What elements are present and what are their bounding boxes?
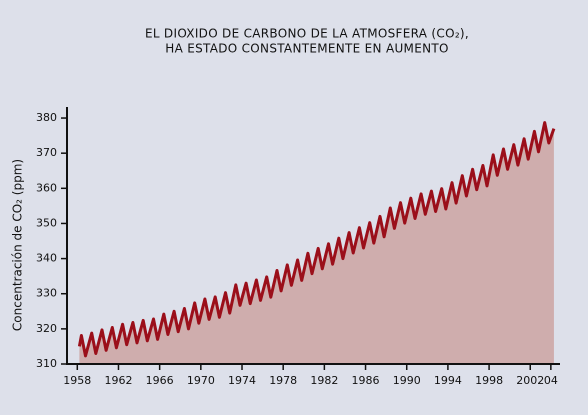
x-tick-label: 1962 [104, 374, 132, 387]
chart-title: EL DIOXIDO DE CARBONO DE LA ATMOSFERA (C… [145, 27, 469, 41]
x-tick-label: 04 [544, 374, 558, 387]
x-tick-label: 1966 [146, 374, 174, 387]
y-tick-label: 320 [36, 322, 57, 335]
x-tick-label: 1994 [434, 374, 462, 387]
x-tick-label: 1978 [269, 374, 297, 387]
co2-line [77, 121, 556, 358]
x-tick-label: 1982 [310, 374, 338, 387]
y-tick-label: 360 [36, 181, 57, 194]
y-tick-label: 310 [36, 357, 57, 370]
x-tick-label: 1958 [63, 374, 91, 387]
y-axis-label: Concentración de CO₂ (ppm) [11, 159, 25, 331]
x-tick-label: 1998 [475, 374, 503, 387]
x-tick-label: 1974 [228, 374, 256, 387]
x-tick-label: 1990 [393, 374, 421, 387]
plot-area [77, 121, 556, 364]
x-tick-label: 1986 [352, 374, 380, 387]
x-tick-label: 2002 [516, 374, 544, 387]
x-tick-label: 1970 [187, 374, 215, 387]
y-tick-label: 380 [36, 111, 57, 124]
chart-subtitle: HA ESTADO CONSTANTEMENTE EN AUMENTO [165, 42, 448, 56]
y-tick-label: 330 [36, 287, 57, 300]
y-tick-label: 340 [36, 252, 57, 265]
y-tick-label: 370 [36, 146, 57, 159]
y-tick-label: 350 [36, 216, 57, 229]
area [79, 122, 554, 364]
